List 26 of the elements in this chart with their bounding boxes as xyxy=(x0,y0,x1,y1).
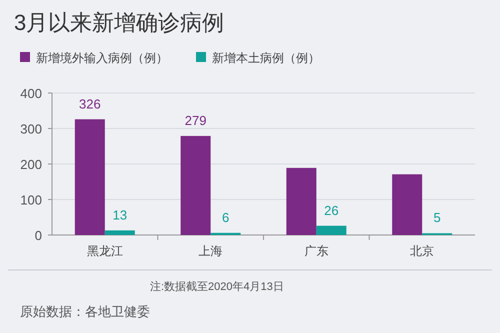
x-tick-label: 黑龙江 xyxy=(86,244,123,258)
bar xyxy=(104,230,135,235)
x-tick-label: 北京 xyxy=(410,244,434,258)
text: 注:数据截至2020年4月13日 xyxy=(150,280,284,293)
data-label: 26 xyxy=(324,202,339,218)
bar xyxy=(392,174,422,235)
bar xyxy=(180,136,211,235)
y-tick-label: 400 xyxy=(20,86,42,101)
x-tick-label: 广东 xyxy=(304,244,328,258)
bar xyxy=(74,119,105,235)
data-label: 6 xyxy=(222,210,230,225)
legend-label: 新增境外输入病例（例） xyxy=(36,51,168,65)
y-tick-label: 300 xyxy=(20,122,42,136)
y-tick-label: 200 xyxy=(20,157,42,172)
data-label: 13 xyxy=(112,207,128,222)
legend-label: 新增本土病例（例） xyxy=(212,51,320,65)
bar xyxy=(286,168,316,235)
data-label: 326 xyxy=(79,96,101,112)
y-tick-label: 100 xyxy=(20,192,42,208)
x-tick-label: 上海 xyxy=(198,244,223,258)
y-tick-label: 0 xyxy=(34,228,42,243)
bar xyxy=(316,226,346,235)
data-label: 5 xyxy=(434,210,441,226)
chart-title: 3月以来新增确诊病例 xyxy=(14,10,224,35)
data-label: 279 xyxy=(184,112,206,128)
text: 原始数据：各地卫健委 xyxy=(20,304,150,319)
